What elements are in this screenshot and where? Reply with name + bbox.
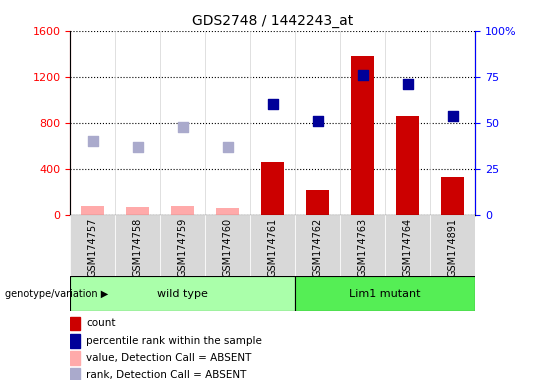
Point <box>313 118 322 124</box>
Bar <box>217 207 239 215</box>
Bar <box>340 215 385 276</box>
Text: wild type: wild type <box>157 289 208 299</box>
Bar <box>82 206 104 215</box>
Text: GSM174759: GSM174759 <box>178 218 188 277</box>
Text: genotype/variation ▶: genotype/variation ▶ <box>5 289 109 299</box>
Bar <box>250 215 295 276</box>
Bar <box>205 215 250 276</box>
Bar <box>385 215 430 276</box>
Text: count: count <box>86 318 116 328</box>
Bar <box>70 316 80 330</box>
Text: percentile rank within the sample: percentile rank within the sample <box>86 336 262 346</box>
Bar <box>126 207 149 215</box>
Text: GSM174757: GSM174757 <box>87 218 98 278</box>
Text: GSM174762: GSM174762 <box>313 218 323 277</box>
Bar <box>295 215 340 276</box>
Point <box>224 144 232 150</box>
Bar <box>70 276 295 311</box>
Point <box>359 72 367 78</box>
Bar <box>295 276 475 311</box>
Bar <box>160 215 205 276</box>
Bar <box>70 215 115 276</box>
Bar <box>70 351 80 365</box>
Bar <box>70 334 80 348</box>
Bar <box>442 177 464 215</box>
Title: GDS2748 / 1442243_at: GDS2748 / 1442243_at <box>192 14 353 28</box>
Text: GSM174761: GSM174761 <box>268 218 278 277</box>
Text: GSM174758: GSM174758 <box>133 218 143 277</box>
Text: value, Detection Call = ABSENT: value, Detection Call = ABSENT <box>86 353 252 363</box>
Bar <box>430 215 475 276</box>
Text: rank, Detection Call = ABSENT: rank, Detection Call = ABSENT <box>86 370 247 380</box>
Text: GSM174764: GSM174764 <box>403 218 413 277</box>
Point <box>268 101 277 108</box>
Bar <box>70 368 80 382</box>
Text: GSM174760: GSM174760 <box>222 218 233 277</box>
Bar <box>261 162 284 215</box>
Bar <box>396 116 419 215</box>
Bar <box>115 215 160 276</box>
Bar <box>172 207 194 215</box>
Point <box>448 113 457 119</box>
Bar <box>352 56 374 215</box>
Point <box>89 138 97 144</box>
Point <box>178 124 187 130</box>
Text: GSM174763: GSM174763 <box>357 218 368 277</box>
Text: GSM174891: GSM174891 <box>448 218 458 277</box>
Point <box>403 81 412 87</box>
Point <box>133 144 142 150</box>
Bar <box>307 190 329 215</box>
Text: Lim1 mutant: Lim1 mutant <box>349 289 421 299</box>
